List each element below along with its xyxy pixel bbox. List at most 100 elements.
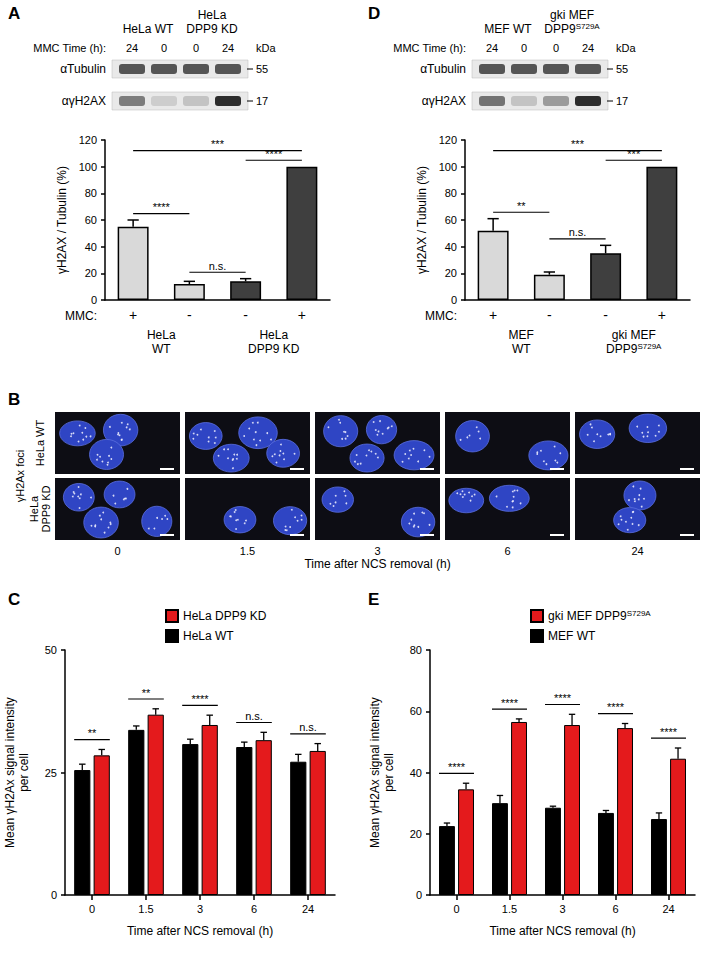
svg-text:20: 20 xyxy=(410,828,422,840)
svg-text:kDa: kDa xyxy=(616,42,636,54)
svg-text:Time after NCS removal (h): Time after NCS removal (h) xyxy=(127,924,273,938)
svg-text:100: 100 xyxy=(439,161,457,173)
svg-text:MEF: MEF xyxy=(509,328,534,342)
svg-text:E: E xyxy=(368,590,379,609)
svg-text:60: 60 xyxy=(85,214,97,226)
svg-text:MMC:: MMC: xyxy=(425,309,457,323)
svg-text:γH2Ax foci: γH2Ax foci xyxy=(14,450,26,503)
svg-text:Mean γH2Ax signal intensity: Mean γH2Ax signal intensity xyxy=(3,697,17,848)
svg-text:****: **** xyxy=(448,761,466,773)
svg-text:24: 24 xyxy=(662,903,674,915)
svg-text:DPP9: DPP9 xyxy=(606,342,638,356)
svg-text:17: 17 xyxy=(616,95,628,107)
svg-text:0: 0 xyxy=(89,903,95,915)
svg-text:gki MEF DPP9: gki MEF DPP9 xyxy=(548,609,627,623)
svg-text:B: B xyxy=(8,390,20,409)
svg-text:HeLa: HeLa xyxy=(259,328,288,342)
svg-text:****: **** xyxy=(191,693,209,705)
svg-text:MEF WT: MEF WT xyxy=(548,629,596,643)
svg-text:****: **** xyxy=(153,201,171,213)
svg-text:-: - xyxy=(547,307,552,323)
svg-text:60: 60 xyxy=(410,705,422,717)
svg-text:n.s.: n.s. xyxy=(569,226,587,238)
svg-text:WT: WT xyxy=(152,342,171,356)
svg-text:S729A: S729A xyxy=(637,342,662,351)
svg-text:40: 40 xyxy=(445,241,457,253)
svg-text:****: **** xyxy=(660,726,678,738)
svg-text:80: 80 xyxy=(410,644,422,656)
svg-text:MEF WT: MEF WT xyxy=(484,22,532,36)
svg-text:****: **** xyxy=(501,697,519,709)
svg-text:***: *** xyxy=(627,148,641,160)
svg-text:100: 100 xyxy=(79,161,97,173)
svg-text:1.5: 1.5 xyxy=(240,545,255,557)
svg-text:24: 24 xyxy=(631,545,643,557)
svg-text:+: + xyxy=(489,307,497,323)
svg-text:Mean γH2Ax signal intensity: Mean γH2Ax signal intensity xyxy=(368,697,382,848)
svg-text:24: 24 xyxy=(582,42,594,54)
svg-text:C: C xyxy=(8,590,20,609)
svg-text:WT: WT xyxy=(512,342,531,356)
svg-text:***: *** xyxy=(211,138,225,150)
svg-text:0: 0 xyxy=(553,42,559,54)
svg-text:+: + xyxy=(129,307,137,323)
svg-text:HeLa WT: HeLa WT xyxy=(183,629,234,643)
svg-text:αTubulin: αTubulin xyxy=(420,62,466,76)
svg-text:1.5: 1.5 xyxy=(138,903,153,915)
svg-text:0: 0 xyxy=(451,294,457,306)
svg-text:αγH2AX: αγH2AX xyxy=(62,94,106,108)
svg-text:80: 80 xyxy=(445,187,457,199)
svg-text:n.s.: n.s. xyxy=(209,260,227,272)
svg-text:20: 20 xyxy=(85,267,97,279)
svg-text:HeLa: HeLa xyxy=(147,328,176,342)
svg-text:DPP9 KD: DPP9 KD xyxy=(186,22,238,36)
svg-text:per cell: per cell xyxy=(17,753,31,792)
svg-text:Time after NCS removal (h): Time after NCS removal (h) xyxy=(489,924,635,938)
svg-text:HeLa WT: HeLa WT xyxy=(123,22,174,36)
svg-text:25: 25 xyxy=(45,767,57,779)
svg-text:gki MEF: gki MEF xyxy=(550,8,594,22)
svg-text:Time after NCS removal (h): Time after NCS removal (h) xyxy=(304,557,450,571)
svg-text:HeLa: HeLa xyxy=(28,495,40,522)
svg-text:120: 120 xyxy=(439,134,457,146)
svg-text:MMC Time (h):: MMC Time (h): xyxy=(393,42,466,54)
svg-text:αγH2AX: αγH2AX xyxy=(422,94,466,108)
svg-text:24: 24 xyxy=(302,903,314,915)
svg-text:0: 0 xyxy=(521,42,527,54)
svg-text:24: 24 xyxy=(126,42,138,54)
svg-text:6: 6 xyxy=(612,903,618,915)
svg-text:-: - xyxy=(603,307,608,323)
svg-text:0: 0 xyxy=(193,42,199,54)
svg-text:HeLa WT: HeLa WT xyxy=(34,419,46,466)
svg-text:**: ** xyxy=(88,727,97,739)
svg-text:**: ** xyxy=(517,200,526,212)
svg-text:17: 17 xyxy=(256,95,268,107)
svg-text:γH2AX / Tubulin (%): γH2AX / Tubulin (%) xyxy=(415,166,429,274)
svg-text:0: 0 xyxy=(453,903,459,915)
svg-text:kDa: kDa xyxy=(256,42,276,54)
svg-text:γH2AX / Tubulin (%): γH2AX / Tubulin (%) xyxy=(55,166,69,274)
svg-text:0: 0 xyxy=(416,889,422,901)
svg-text:120: 120 xyxy=(79,134,97,146)
svg-text:80: 80 xyxy=(85,187,97,199)
svg-text:50: 50 xyxy=(45,644,57,656)
svg-text:DPP9: DPP9 xyxy=(544,22,576,36)
svg-text:24: 24 xyxy=(486,42,498,54)
svg-text:MMC Time (h):: MMC Time (h): xyxy=(33,42,106,54)
svg-text:DPP9 KD: DPP9 KD xyxy=(248,342,300,356)
svg-text:S729A: S729A xyxy=(627,609,652,618)
svg-text:6: 6 xyxy=(504,545,510,557)
svg-text:40: 40 xyxy=(85,241,97,253)
svg-text:MMC:: MMC: xyxy=(65,309,97,323)
svg-text:DPP9 KD: DPP9 KD xyxy=(40,485,52,532)
svg-text:per cell: per cell xyxy=(382,753,396,792)
svg-text:6: 6 xyxy=(251,903,257,915)
svg-text:-: - xyxy=(187,307,192,323)
svg-text:αTubulin: αTubulin xyxy=(60,62,106,76)
svg-text:3: 3 xyxy=(374,545,380,557)
svg-text:24: 24 xyxy=(222,42,234,54)
svg-text:3: 3 xyxy=(197,903,203,915)
svg-text:+: + xyxy=(298,307,306,323)
svg-text:HeLa DPP9 KD: HeLa DPP9 KD xyxy=(183,609,267,623)
svg-text:1.5: 1.5 xyxy=(502,903,517,915)
